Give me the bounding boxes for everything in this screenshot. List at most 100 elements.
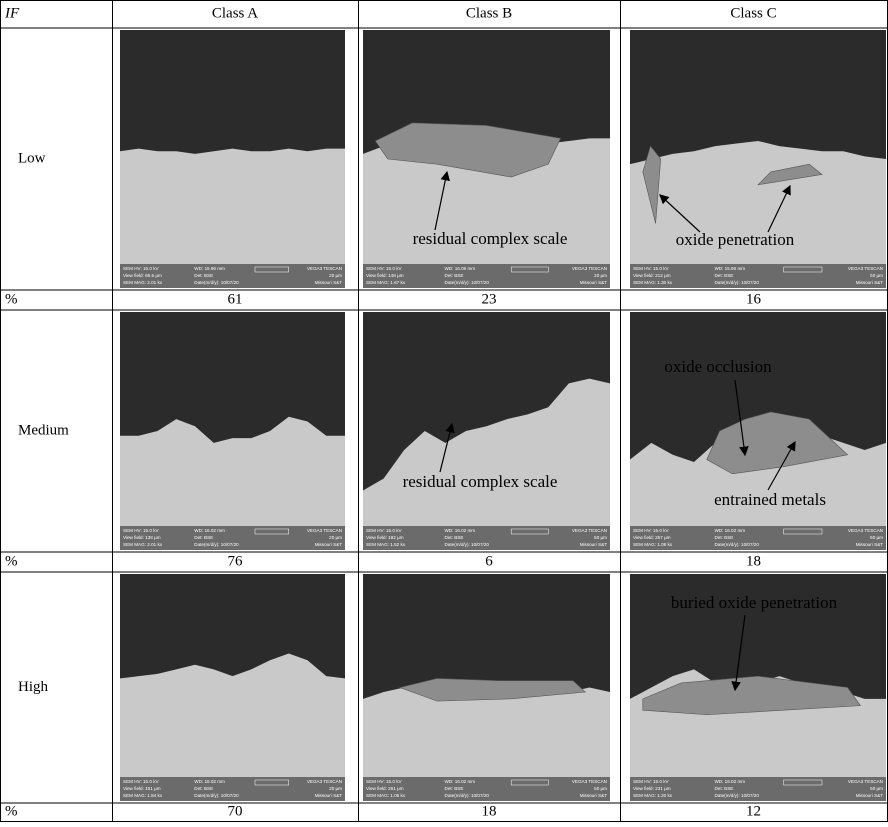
sem-image: SEM HV: 15.0 kV WD: 15.96 mm VEGA3 TESCAN V… [630, 30, 886, 288]
scale-bar [783, 266, 823, 273]
info-text: SEM HV: 15.0 kV [123, 528, 160, 533]
info-text: View field: 182 µm [366, 535, 404, 540]
arrow [731, 614, 746, 692]
info-text: SEM HV: 15.0 kV [123, 779, 160, 784]
info-text: Missouri S&T [580, 542, 608, 547]
info-text: SEM MAG: 1.30 kx [633, 280, 673, 285]
info-text: 50 µm [870, 535, 883, 540]
info-text: Det: BSE [194, 273, 213, 278]
info-text: VEGA3 TESCAN [572, 779, 607, 784]
info-text: Det: BSE [194, 786, 213, 791]
sem-image: SEM HV: 15.0 kV WD: 16.02 mm VEGA3 TESCAN V… [363, 312, 610, 550]
info-bar [630, 526, 886, 550]
info-text: Missouri S&T [315, 793, 343, 798]
annotation: oxide occlusion [664, 357, 772, 376]
info-text: View field: 151 µm [123, 786, 161, 791]
scale-bar [254, 779, 289, 786]
info-text: Det: BSE [714, 273, 733, 278]
arrow [734, 379, 749, 457]
metal-substrate [120, 653, 345, 801]
info-text: SEM MAG: 1.08 kx [633, 542, 673, 547]
percent-value: 6 [485, 553, 493, 569]
info-text: View field: 261 µm [366, 786, 404, 791]
annotation: buried oxide penetration [671, 593, 838, 612]
annotation: entrained metals [714, 490, 826, 509]
info-text: Date(m/d/y): 10/07/20 [445, 793, 490, 798]
percent-value: 18 [746, 553, 761, 569]
info-text: SEM HV: 15.0 kV [366, 266, 403, 271]
info-text: Missouri S&T [315, 280, 343, 285]
info-text: Det: BSE [445, 273, 464, 278]
info-text: Det: BSE [714, 535, 733, 540]
annotation: oxide penetration [676, 230, 795, 249]
info-text: SEM MAG: 1.67 kx [366, 280, 406, 285]
info-text: View field: 66.5 µm [123, 273, 162, 278]
percent-value: 23 [482, 291, 497, 307]
scale-bar [783, 528, 823, 535]
info-text: SEM HV: 15.0 kV [366, 779, 403, 784]
scale-bar [254, 266, 289, 273]
percent-label: % [5, 803, 18, 819]
header-cell: Class A [212, 5, 258, 21]
info-text: SEM MAG: 1.06 kx [366, 793, 406, 798]
info-text: VEGA3 TESCAN [307, 528, 342, 533]
info-bar [363, 526, 610, 550]
sem-image: SEM HV: 15.0 kV WD: 16.06 mm VEGA3 TESCAN V… [363, 30, 610, 288]
info-text: Missouri S&T [580, 280, 608, 285]
arrow [439, 422, 455, 473]
info-text: SEM HV: 15.0 kV [633, 779, 670, 784]
info-text: View field: 148 µm [366, 273, 404, 278]
info-text: VEGA3 TESCAN [307, 266, 342, 271]
oxide-scale [374, 122, 562, 178]
info-text: 50 µm [594, 535, 607, 540]
info-bar [120, 526, 345, 550]
oxide-scale [642, 145, 823, 224]
sem-image: SEM HV: 15.0 kV WD: 15.96 mm VEGA3 TESCAN V… [120, 30, 345, 288]
info-text: View field: 231 µm [633, 786, 671, 791]
info-text: WD: 16.02 mm [194, 528, 225, 533]
info-text: Missouri S&T [580, 793, 608, 798]
info-text: SEM MAG: 1.84 kx [123, 793, 163, 798]
oxide-scale [706, 411, 849, 475]
sem-image: SEM HV: 15.0 kV WD: 16.02 mm VEGA3 TESCAN V… [363, 574, 610, 801]
info-text: Missouri S&T [856, 793, 884, 798]
info-text: Date(m/d/y): 10/07/20 [194, 280, 239, 285]
percent-label: % [5, 291, 18, 307]
info-text: Date(m/d/y): 10/07/20 [714, 793, 759, 798]
info-text: WD: 16.02 mm [714, 779, 745, 784]
info-text: Det: BSE [445, 786, 464, 791]
info-text: Det: BSE [445, 535, 464, 540]
percent-value: 70 [228, 803, 243, 819]
scale-bar [783, 779, 823, 786]
metal-substrate [120, 148, 345, 288]
info-text: SEM MAG: 1.20 kx [633, 793, 673, 798]
info-text: SEM MAG: 2.01 kx [123, 280, 163, 285]
header-cell: Class C [730, 5, 776, 21]
info-bar [630, 264, 886, 288]
metal-substrate [630, 140, 886, 288]
info-text: WD: 15.96 mm [714, 266, 745, 271]
info-text: 20 µm [329, 786, 342, 791]
info-text: VEGA3 TESCAN [572, 528, 607, 533]
row-label: Medium [18, 422, 69, 438]
info-text: SEM HV: 15.0 kV [366, 528, 403, 533]
percent-value: 16 [746, 291, 762, 307]
info-text: Det: BSE [714, 786, 733, 791]
info-text: 20 µm [329, 535, 342, 540]
oxide-scale [642, 675, 861, 716]
scale-bar [510, 779, 549, 786]
info-text: WD: 16.02 mm [445, 779, 476, 784]
metal-substrate [363, 682, 610, 801]
percent-value: 12 [746, 803, 761, 819]
info-text: WD: 15.96 mm [194, 266, 225, 271]
info-text: VEGA3 TESCAN [572, 266, 607, 271]
info-text: WD: 16.02 mm [194, 779, 225, 784]
info-text: 20 µm [329, 273, 342, 278]
info-text: VEGA3 TESCAN [848, 266, 883, 271]
sem-image: SEM HV: 15.0 kV WD: 16.02 mm VEGA3 TESCAN V… [630, 312, 886, 550]
sem-image: SEM HV: 15.0 kV WD: 16.02 mm VEGA3 TESCAN V… [630, 574, 886, 801]
info-text: Det: BSE [194, 535, 213, 540]
arrow [767, 440, 796, 491]
info-text: 20 µm [594, 273, 607, 278]
